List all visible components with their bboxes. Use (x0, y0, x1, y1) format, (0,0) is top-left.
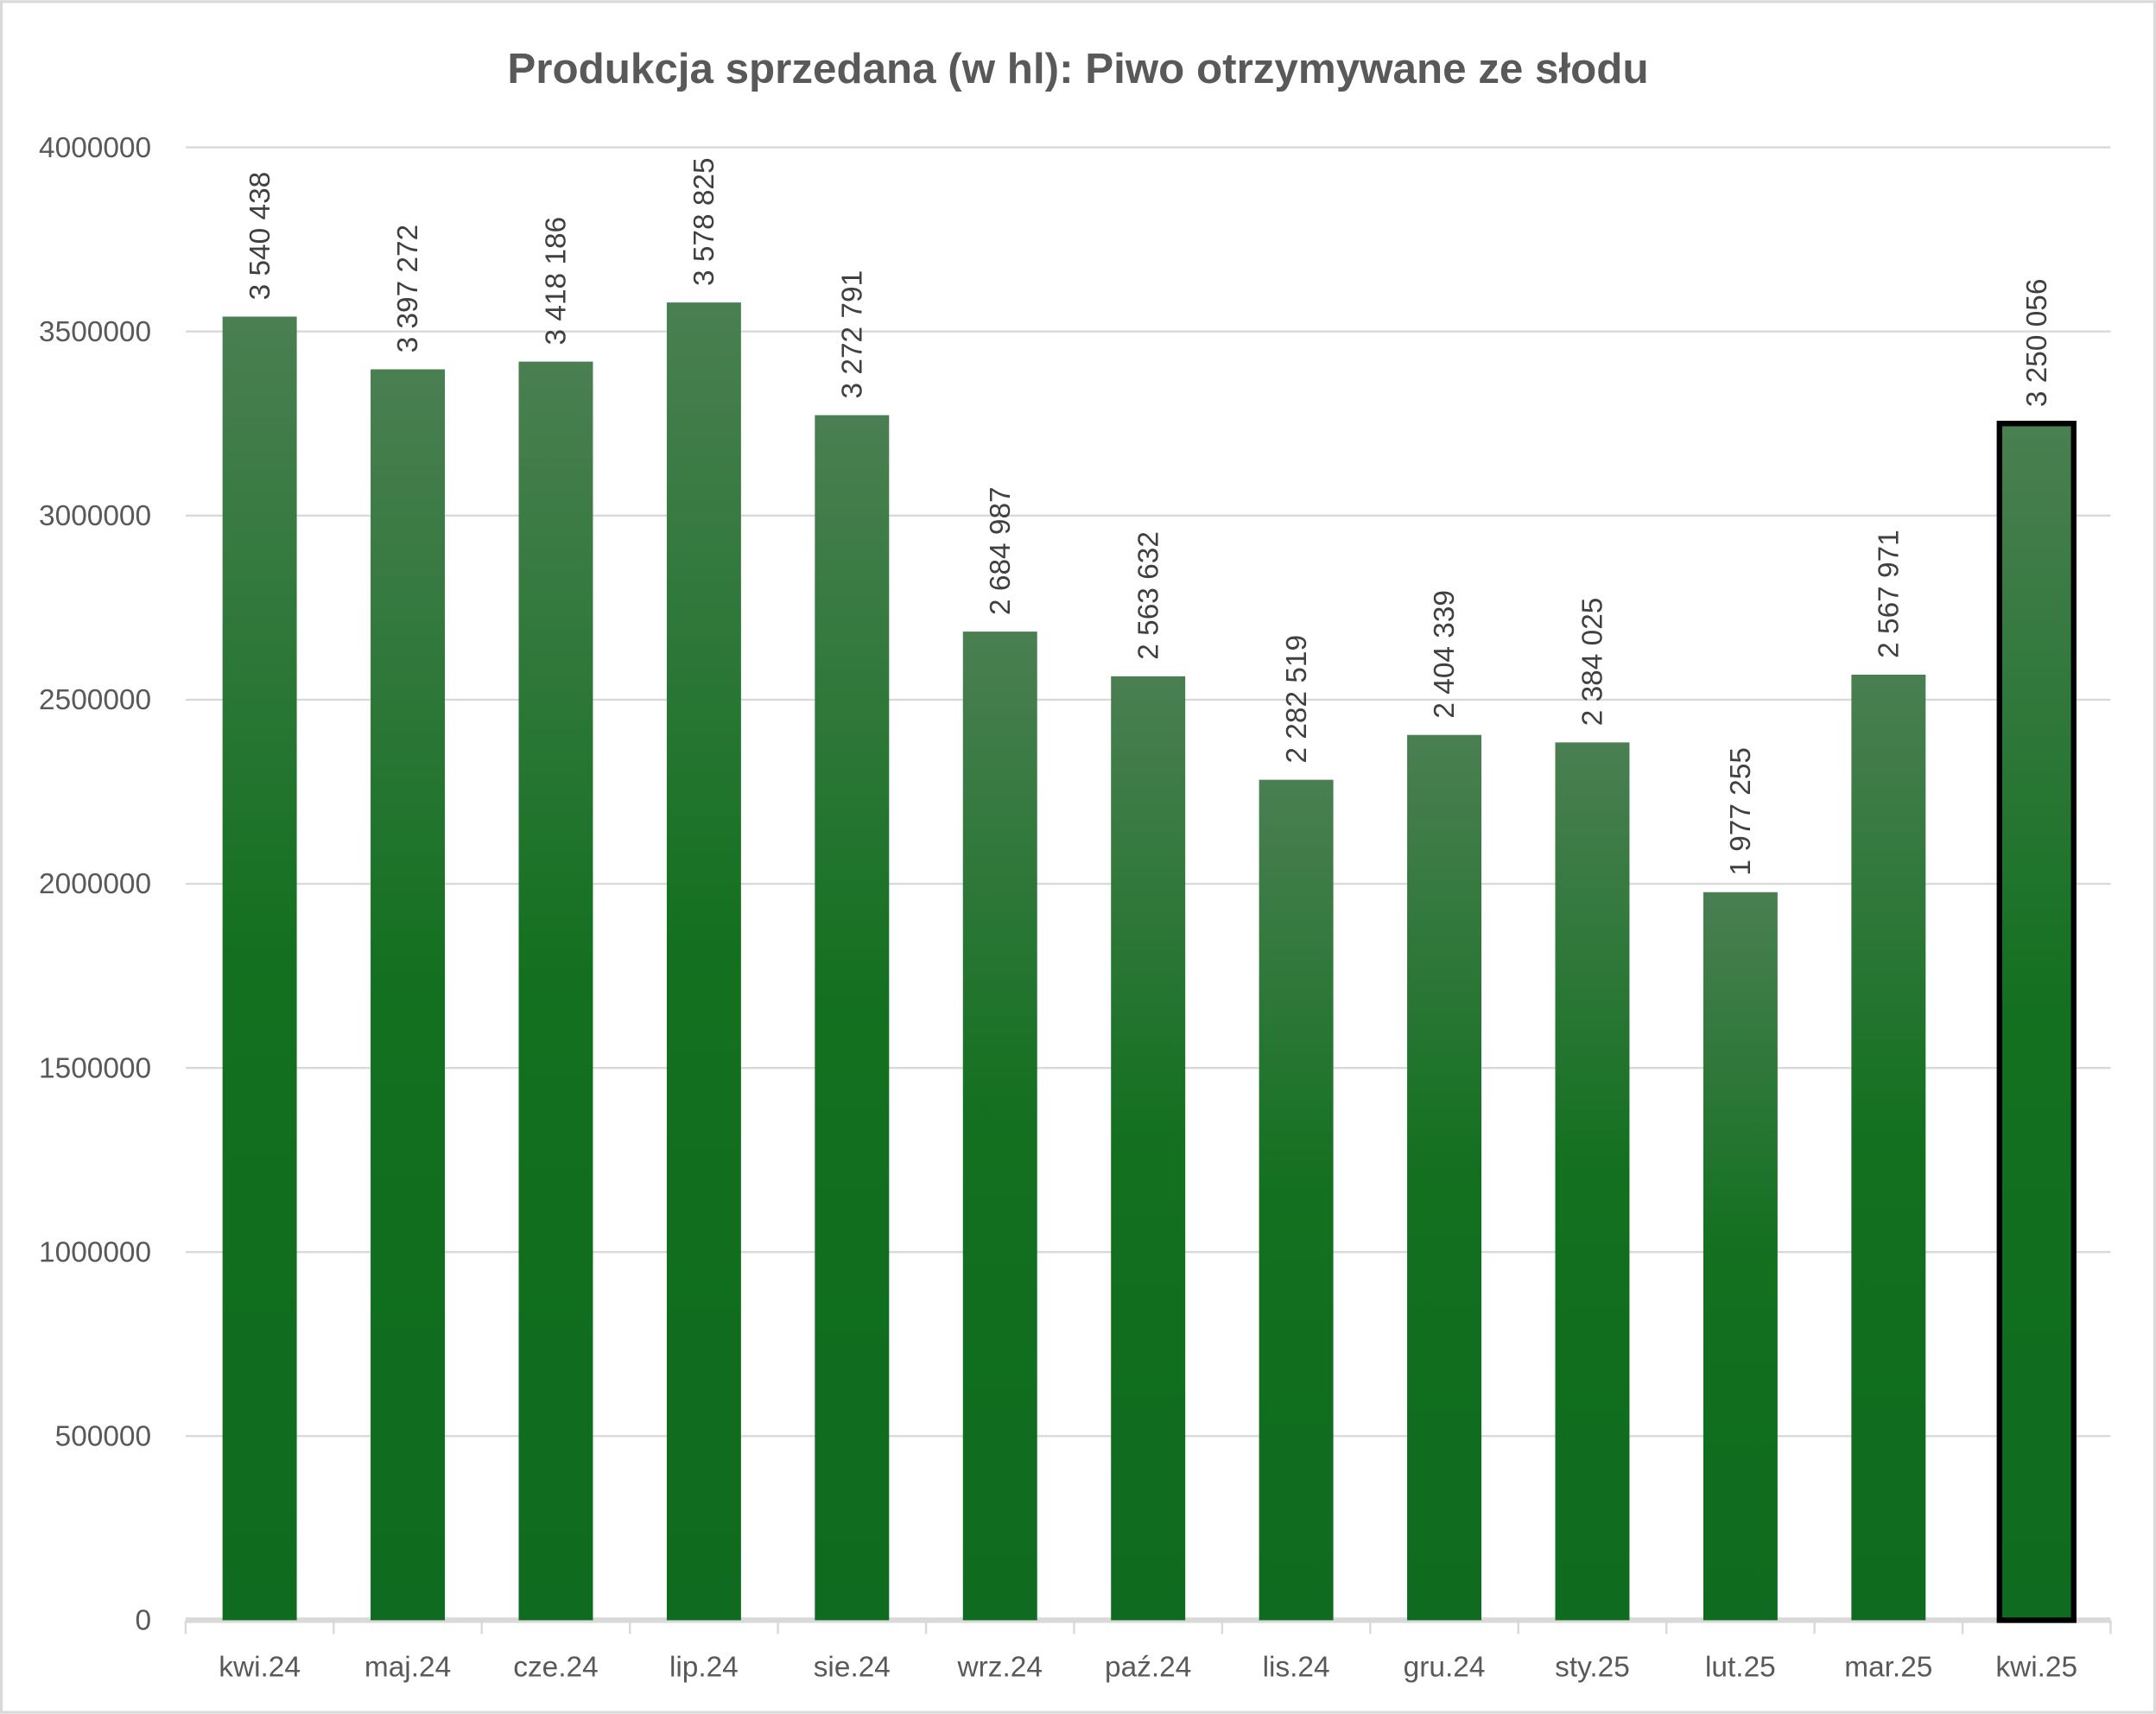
data-label: 3 418 186 (541, 217, 573, 346)
bar (666, 302, 741, 1621)
data-label: 3 397 272 (392, 225, 424, 353)
x-tick-label: kwi.25 (1995, 1652, 2077, 1684)
y-tick-label: 1500000 (39, 1052, 151, 1084)
x-tick-label: lip.24 (669, 1652, 739, 1684)
data-label: 3 578 825 (688, 157, 720, 286)
y-tick-label: 4000000 (39, 132, 151, 164)
data-label: 2 384 025 (1577, 598, 1609, 727)
data-label: 1 977 255 (1725, 747, 1757, 876)
y-tick-label: 2000000 (39, 868, 151, 900)
bar (1407, 734, 1482, 1621)
bar (1703, 892, 1778, 1621)
data-label: 3 272 791 (836, 270, 868, 399)
y-tick-label: 500000 (55, 1421, 151, 1453)
y-tick-label: 0 (136, 1605, 152, 1637)
data-label: 2 563 632 (1132, 531, 1164, 660)
bar (371, 369, 446, 1621)
x-tick-label: paź.24 (1105, 1652, 1191, 1684)
data-label: 2 684 987 (985, 486, 1017, 615)
bar (1555, 742, 1630, 1621)
x-tick-label: lut.25 (1705, 1652, 1776, 1684)
bar (518, 361, 593, 1621)
chart-title: Produkcja sprzedana (w hl): Piwo otrzymy… (507, 45, 1648, 92)
bar (1259, 779, 1334, 1621)
x-tick-label: wrz.24 (957, 1652, 1043, 1684)
bar-highlighted (1996, 421, 2077, 1623)
data-label: 2 404 339 (1429, 590, 1461, 719)
bar (1111, 676, 1186, 1621)
bar (815, 415, 890, 1621)
data-label: 3 250 056 (2021, 279, 2053, 408)
x-tick-label: gru.24 (1404, 1652, 1486, 1684)
x-tick-label: kwi.24 (219, 1652, 301, 1684)
data-label: 2 282 519 (1281, 635, 1313, 764)
y-tick-label: 3000000 (39, 500, 151, 532)
data-label: 2 567 971 (1873, 530, 1905, 658)
x-tick-label: mar.25 (1844, 1652, 1932, 1684)
bar (962, 632, 1037, 1621)
x-tick-label: lis.24 (1263, 1652, 1330, 1684)
bar (222, 316, 297, 1621)
x-tick-label: maj.24 (365, 1652, 451, 1684)
bar (1851, 674, 1926, 1621)
x-tick-label: cze.24 (513, 1652, 598, 1684)
y-tick-label: 1000000 (39, 1236, 151, 1268)
y-tick-label: 2500000 (39, 684, 151, 716)
x-tick-label: sty.25 (1555, 1652, 1630, 1684)
y-tick-label: 3500000 (39, 316, 151, 348)
data-label: 3 540 438 (244, 172, 276, 301)
x-tick-label: sie.24 (814, 1652, 891, 1684)
